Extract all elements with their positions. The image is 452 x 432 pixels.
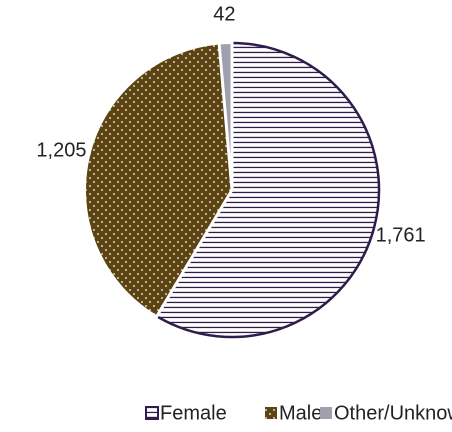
data-label: 42 [213, 4, 235, 26]
slice-separator [154, 189, 234, 319]
data-label: 1,205 [36, 139, 86, 161]
legend-swatch [320, 407, 332, 419]
legend-label: Other/Unknown [334, 402, 452, 424]
legend-label: Female [160, 402, 227, 424]
legend-swatch [145, 406, 159, 420]
data-label: 1,761 [376, 225, 426, 247]
pie-slice [84, 42, 233, 318]
pie-slice [155, 41, 381, 339]
slice-separator [217, 41, 234, 191]
legend-swatch [265, 407, 277, 419]
legend-label: Male [279, 402, 322, 424]
